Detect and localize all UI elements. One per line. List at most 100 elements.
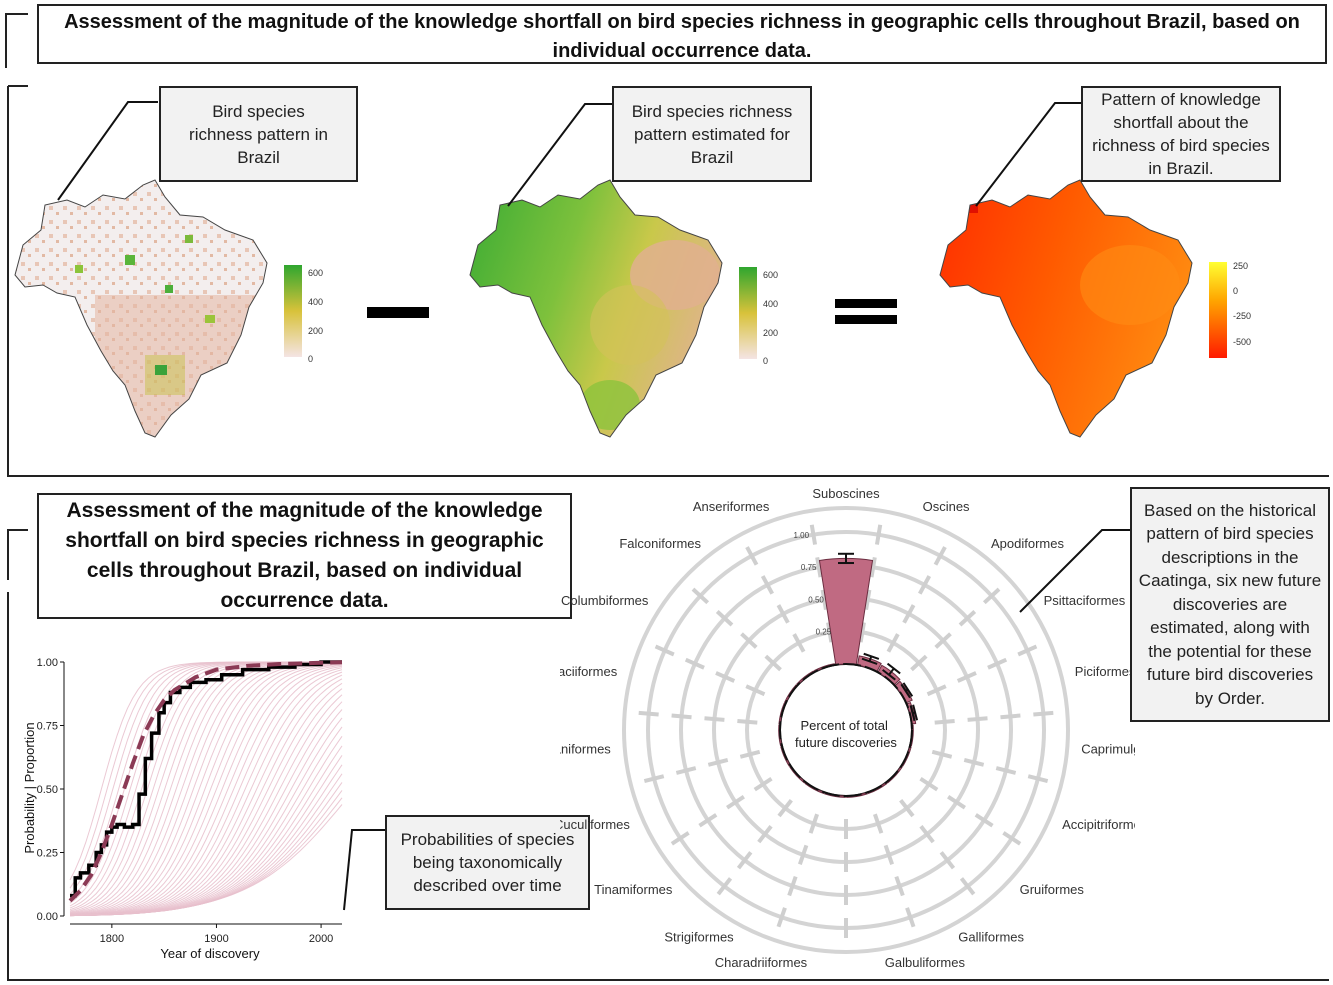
radial-tick	[958, 610, 977, 627]
radial-error-cap	[861, 657, 878, 665]
estimated-callout-text: Bird species richness pattern estimated …	[631, 101, 793, 167]
radial-error-cap	[900, 683, 911, 699]
probability-callout: Probabilities of species being taxonomic…	[385, 815, 590, 910]
radial-tick	[715, 671, 736, 683]
page-title: Assessment of the magnitude of the knowl…	[37, 4, 1327, 64]
radial-category-label: Piciformes	[1075, 664, 1135, 679]
radial-tick	[671, 713, 692, 720]
caatinga-callout-text: Based on the historical pattern of bird …	[1138, 500, 1322, 708]
observed-callout: Bird species richness pattern in Brazil	[159, 86, 358, 182]
candidate-curve	[69, 663, 343, 916]
radial-tick	[798, 844, 809, 865]
radial-tick	[670, 831, 690, 846]
radial-tick	[931, 749, 953, 759]
radial-category-label: Oscines	[923, 499, 970, 514]
radial-tick	[1002, 831, 1022, 846]
radial-tick	[776, 907, 787, 928]
shortfall-map	[939, 179, 1193, 438]
observed-legend-label: 200	[308, 326, 323, 336]
shortfall-legend-label: -500	[1233, 337, 1251, 347]
radial-tick	[933, 546, 947, 566]
bottom-panel-title: Assessment of the magnitude of the knowl…	[37, 493, 572, 619]
candidate-curve	[69, 661, 342, 895]
radial-tick	[905, 907, 916, 928]
probability-callout-text: Probabilities of species being taxonomic…	[400, 830, 575, 895]
radial-category-label: Strigiformes	[664, 930, 734, 945]
radial-category-label: Suboscines	[812, 488, 880, 501]
radial-tick	[820, 589, 828, 610]
radial-category-label: Columbiformes	[561, 593, 649, 608]
radial-category-label: Tinamiformes	[594, 882, 673, 897]
radial-category-label: Apodiformes	[991, 536, 1064, 551]
radial-tick	[787, 875, 798, 897]
radial-tick	[918, 575, 932, 595]
radial-tick	[638, 710, 659, 717]
observed-callout-text: Bird species richness pattern in Brazil	[189, 101, 328, 167]
x-tick-label: 2000	[309, 933, 333, 945]
radial-tick	[956, 671, 977, 683]
radial-tick	[947, 795, 966, 810]
observed-proportion-line	[70, 660, 342, 898]
radial-tick	[707, 758, 729, 767]
candidate-curve	[69, 701, 343, 917]
radial-center-outline	[779, 663, 913, 797]
radial-r-tick-label: 0.75	[801, 563, 817, 572]
radial-tick	[764, 654, 782, 672]
radial-tick	[760, 575, 774, 595]
radial-tick	[967, 716, 988, 722]
radial-tick	[704, 716, 725, 722]
estimated-legend: 600 400 200 0	[739, 267, 778, 365]
radial-tick	[864, 589, 872, 610]
radial-tick	[757, 825, 773, 844]
radial-error-cap	[863, 652, 880, 660]
estimated-legend-label: 0	[763, 356, 768, 365]
equals-operator	[835, 299, 897, 325]
radial-tick	[809, 524, 818, 545]
radial-tick	[919, 777, 939, 792]
x-tick-label: 1800	[100, 933, 124, 945]
radial-tick	[934, 719, 955, 725]
radial-tick	[777, 799, 793, 818]
radial-bar	[894, 680, 913, 704]
candidate-curve	[70, 671, 343, 916]
radial-tick	[963, 758, 985, 767]
bottom-panel-frame	[7, 529, 1329, 981]
radial-tick	[739, 749, 761, 759]
shortfall-callout-text: Pattern of knowledge shortfall about the…	[1092, 90, 1270, 178]
radial-tick	[899, 799, 915, 818]
radial-tick	[919, 825, 935, 844]
radial-tick	[926, 684, 947, 697]
top-panel-frame	[7, 85, 1329, 477]
radial-error-cap	[912, 704, 919, 721]
radial-tick	[684, 657, 705, 670]
radial-r-tick-label: 1.00	[794, 531, 810, 540]
radial-category-label: Charadriiformes	[715, 955, 808, 970]
radial-category-label: Cuculiformes	[560, 817, 630, 832]
radial-tick	[1033, 710, 1054, 717]
radial-center-label: Percent of total future discoveries	[795, 718, 897, 750]
radial-tick	[716, 877, 733, 896]
radial-tick	[934, 632, 952, 649]
radial-r-tick-label: 0.50	[808, 595, 824, 604]
probability-callout-leader	[343, 829, 386, 911]
radial-category-label: Galliformes	[958, 930, 1024, 945]
radial-category-label: Falconiformes	[619, 536, 701, 551]
radial-error-bar	[888, 667, 895, 676]
radial-category-label: Gruiformes	[1020, 882, 1085, 897]
y-tick-label: 0.25	[37, 848, 58, 860]
shortfall-legend: 250 0 -250 -500	[1209, 261, 1251, 358]
radial-category-label: Coraciiformes	[560, 664, 618, 679]
radial-tick	[691, 587, 710, 605]
caatinga-callout: Based on the historical pattern of bird …	[1130, 487, 1330, 722]
shortfall-legend-label: 250	[1233, 261, 1248, 271]
radial-tick	[776, 604, 790, 624]
radial-error-cap	[882, 669, 896, 681]
minus-operator	[367, 307, 429, 318]
observed-legend: 600 400 200 0	[284, 265, 323, 363]
radial-error-cap	[909, 705, 916, 722]
radial-tick	[726, 795, 745, 810]
radial-tick	[736, 851, 753, 870]
radial-tick	[1017, 644, 1038, 657]
radial-tick	[974, 813, 994, 828]
radial-tick	[808, 813, 819, 834]
